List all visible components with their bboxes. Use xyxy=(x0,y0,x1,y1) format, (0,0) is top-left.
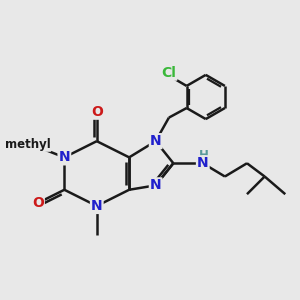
Text: N: N xyxy=(58,150,70,164)
Text: O: O xyxy=(32,196,44,210)
Text: N: N xyxy=(150,178,161,192)
Text: methyl: methyl xyxy=(5,138,50,151)
Text: N: N xyxy=(91,199,103,213)
Text: methyl: methyl xyxy=(5,138,50,151)
Text: O: O xyxy=(91,105,103,119)
Text: H: H xyxy=(199,149,209,162)
Text: N: N xyxy=(197,156,208,170)
Text: N: N xyxy=(150,134,161,148)
Text: Cl: Cl xyxy=(161,66,176,80)
